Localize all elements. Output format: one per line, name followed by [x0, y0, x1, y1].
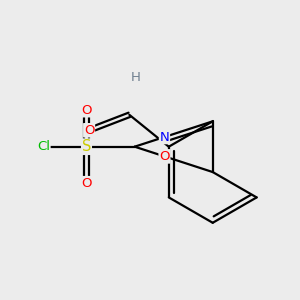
Text: Cl: Cl [37, 140, 50, 153]
Text: O: O [159, 150, 170, 163]
Text: H: H [130, 71, 140, 84]
Text: O: O [84, 124, 94, 137]
Text: N: N [160, 130, 169, 143]
Text: S: S [82, 139, 91, 154]
Text: O: O [81, 177, 92, 190]
Text: O: O [81, 104, 92, 117]
